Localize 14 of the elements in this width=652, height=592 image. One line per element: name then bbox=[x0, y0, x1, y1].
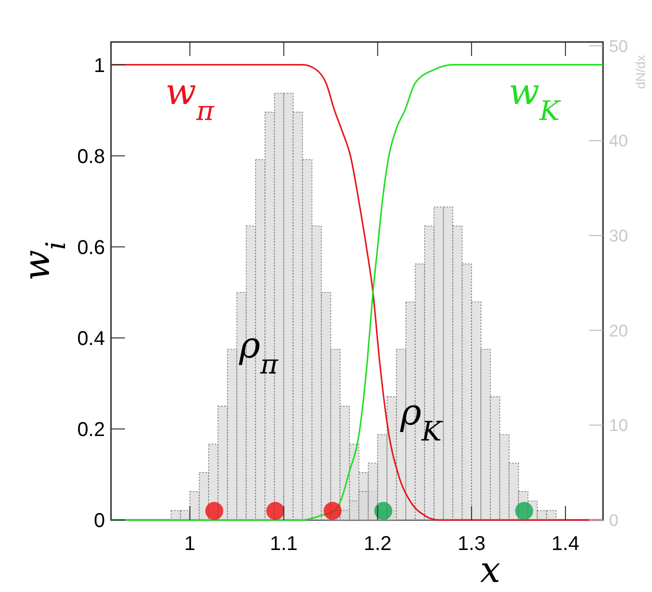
series-label: ρ$_{π}$ bbox=[238, 325, 280, 380]
x-tick-label: 1 bbox=[184, 533, 196, 555]
series-label: w$_{K}$ bbox=[508, 72, 562, 127]
y-tick-label: 0.6 bbox=[77, 236, 105, 259]
y-tick-label: 0 bbox=[94, 510, 105, 532]
x-tick-label: 1.4 bbox=[552, 533, 580, 555]
y-tick-label: 0.2 bbox=[77, 418, 105, 441]
series-label: w$_{π}$ bbox=[165, 72, 216, 127]
x-tick-label: 1.2 bbox=[364, 533, 392, 555]
y-tick-label: 0.4 bbox=[77, 328, 105, 350]
series-label: ρ$_{K}$ bbox=[399, 392, 444, 447]
y-tick-label: 0.8 bbox=[77, 146, 105, 168]
x-tick-label: 1.1 bbox=[270, 533, 298, 555]
y-tick-label: 1 bbox=[94, 54, 105, 77]
